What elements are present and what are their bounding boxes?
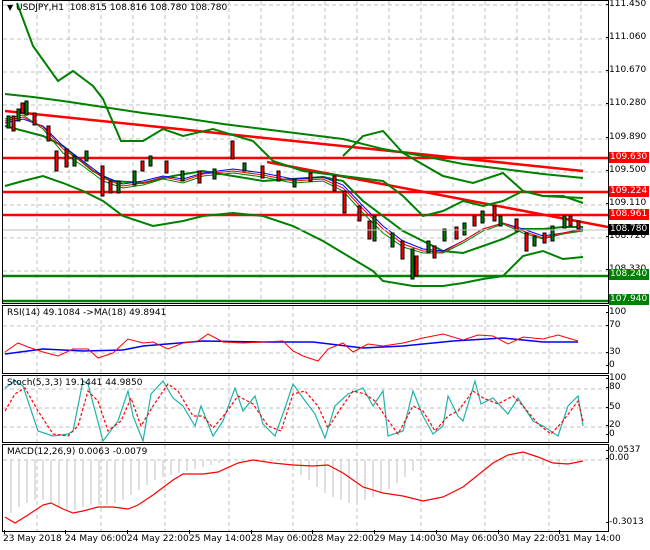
rsi-svg (3, 306, 608, 373)
resistance-price-tag: 109.224 (609, 186, 649, 197)
rsi-tick: 30 (605, 347, 621, 357)
macd-tick: 0.00 (605, 453, 630, 463)
stochastic-label: Stoch(5,3,3) 19.1441 44.9850 (7, 378, 143, 388)
price-scale[interactable]: 111.450 111.060 110.670 110.280 109.890 … (605, 0, 650, 305)
time-label: 23 May 2018 (3, 534, 62, 544)
chart-header: ▼ USDJPY,H1 108.815 108.816 108.780 108.… (7, 3, 227, 13)
stoch-tick: 100 (605, 373, 627, 383)
stoch-tick: 80 (605, 382, 621, 392)
macd-tick: -0.3013 (606, 517, 644, 527)
stoch-tick: 20 (605, 420, 621, 430)
macd-label: MACD(12,26,9) 0.0063 -0.0079 (7, 447, 148, 457)
stoch-tick: 0 (606, 429, 615, 439)
price-tick: 108.720 (605, 231, 647, 241)
time-label: 24 May 06:00 (65, 534, 127, 544)
price-tick: 110.670 (605, 65, 647, 75)
time-label: 31 May 14:00 (559, 534, 621, 544)
resistance-price-tag: 109.630 (609, 152, 649, 163)
time-label: 30 May 22:00 (498, 534, 560, 544)
price-tick: 111.450 (605, 0, 647, 9)
rsi-label: RSI(14) 49.1084 ->MA(18) 49.8941 (7, 308, 167, 318)
price-chart-svg (3, 1, 608, 303)
price-tick: 110.280 (605, 98, 647, 108)
stochastic-panel[interactable]: Stoch(5,3,3) 19.1441 44.9850 (2, 375, 609, 443)
rsi-scale: 100 70 30 0 (605, 305, 650, 372)
rsi-panel[interactable]: RSI(14) 49.1084 ->MA(18) 49.8941 (2, 305, 609, 374)
stochastic-scale: 100 80 50 20 0 (605, 373, 650, 441)
time-label: 24 May 22:00 (127, 534, 189, 544)
time-label: 29 May 14:00 (374, 534, 436, 544)
price-tick: 109.890 (605, 132, 647, 142)
time-label: 28 May 22:00 (312, 534, 374, 544)
price-chart-panel[interactable]: ▼ USDJPY,H1 108.815 108.816 108.780 108.… (2, 0, 609, 304)
current-price-tag: 108.780 (609, 224, 649, 235)
stoch-tick: 50 (605, 402, 621, 412)
price-tick: 109.500 (605, 165, 647, 175)
resistance-price-tag: 108.961 (609, 209, 649, 220)
support-price-tag: 107.940 (609, 294, 649, 305)
time-label: 28 May 06:00 (251, 534, 313, 544)
macd-scale: 0.0537 0.00 -0.3013 (605, 444, 650, 530)
macd-svg (3, 445, 608, 531)
macd-panel[interactable]: MACD(12,26,9) 0.0063 -0.0079 (2, 444, 609, 532)
support-price-tag: 108.240 (609, 269, 649, 280)
time-axis[interactable]: 23 May 2018 24 May 06:00 24 May 22:00 25… (2, 530, 621, 550)
price-tick: 111.060 (605, 32, 647, 42)
macd-tick: 0.0537 (606, 445, 641, 455)
ohlc-values: 108.815 108.816 108.780 108.780 (69, 3, 228, 13)
price-tick: 109.110 (605, 198, 647, 208)
stochastic-svg (3, 376, 608, 442)
rsi-tick: 70 (605, 320, 621, 330)
rsi-tick: 0 (606, 360, 615, 370)
triangle-down-icon[interactable]: ▼ (7, 3, 14, 12)
time-label: 25 May 14:00 (189, 534, 251, 544)
rsi-tick: 100 (605, 307, 627, 317)
symbol-label: USDJPY,H1 (16, 3, 64, 13)
time-label: 30 May 06:00 (436, 534, 498, 544)
